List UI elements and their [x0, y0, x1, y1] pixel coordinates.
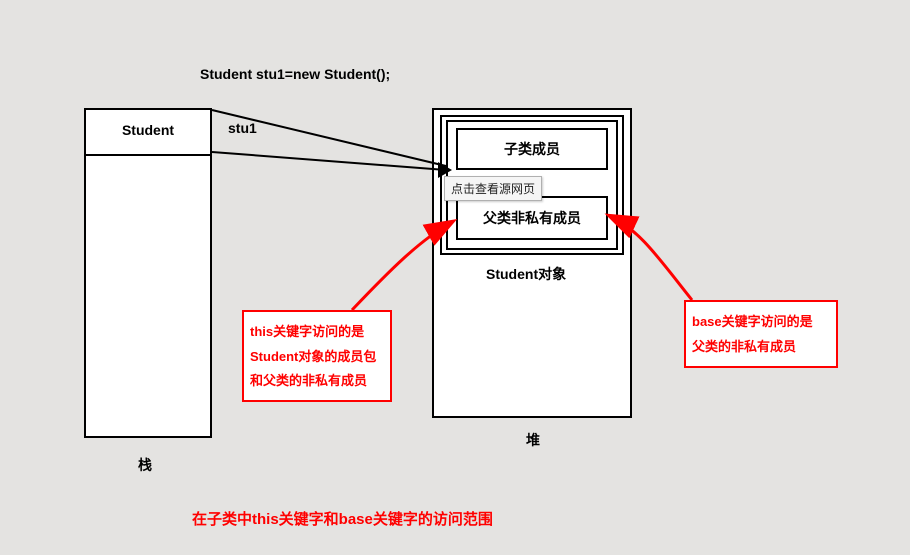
base-note-box: base关键字访问的是 父类的非私有成员 — [684, 300, 838, 368]
tooltip-view-source[interactable]: 点击查看源网页 — [444, 176, 542, 201]
base-note-line1: base关键字访问的是 — [692, 310, 830, 335]
pointer-label: stu1 — [228, 120, 257, 136]
subclass-members-box: 子类成员 — [456, 128, 608, 170]
this-note-line3: 和父类的非私有成员 — [250, 369, 384, 394]
this-note-box: this关键字访问的是 Student对象的成员包 和父类的非私有成员 — [242, 310, 392, 402]
base-note-line2: 父类的非私有成员 — [692, 335, 830, 360]
this-note-line2: Student对象的成员包 — [250, 345, 384, 370]
subclass-members-label: 子类成员 — [504, 139, 560, 159]
this-note-line1: this关键字访问的是 — [250, 320, 384, 345]
parent-members-label: 父类非私有成员 — [483, 208, 581, 228]
heap-label: 堆 — [526, 430, 540, 450]
stack-header: Student — [86, 122, 210, 138]
code-line: Student stu1=new Student(); — [200, 66, 390, 82]
stack-label: 栈 — [138, 455, 152, 475]
parent-members-box: 父类非私有成员 — [456, 196, 608, 240]
diagram-caption: 在子类中this关键字和base关键字的访问范围 — [192, 508, 493, 529]
student-object-label: Student对象 — [486, 264, 566, 284]
stack-box: Student — [84, 108, 212, 438]
stack-divider — [86, 154, 210, 156]
